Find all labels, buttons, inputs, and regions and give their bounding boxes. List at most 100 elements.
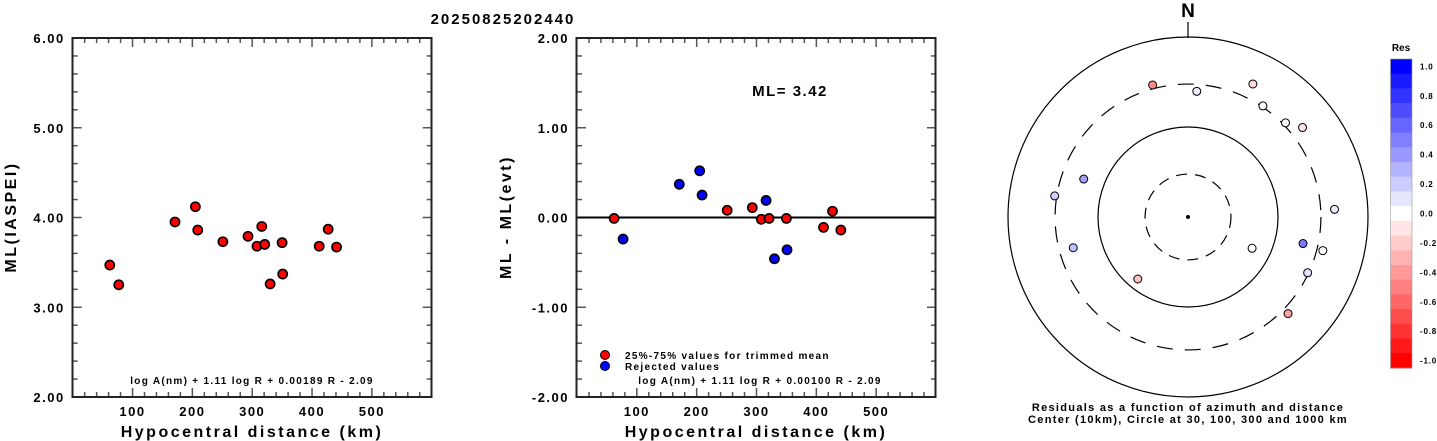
legend-marker-rejected xyxy=(600,361,610,371)
data-point xyxy=(781,212,792,224)
polar-caption-line1: Residuals as a function of azimuth and d… xyxy=(1032,402,1344,414)
data-point xyxy=(169,216,181,228)
p1-frame xyxy=(71,37,433,398)
data-point xyxy=(242,230,254,242)
y-tick-label: -1.00 xyxy=(532,300,569,315)
data-point xyxy=(259,239,271,250)
data-point xyxy=(763,212,775,224)
residual-colorbar: Res 1.0 0.8 0.6 0.4 0.2 0.0 -0.2 -0.4 -0.6 -0.8 -1… xyxy=(1390,43,1437,369)
ml-vs-distance-plot: 100 200 300 400 500 2.00 3.00 4.00 5.00 6.00 log … xyxy=(3,31,433,441)
residual-polar-plot: N Residuals as a function of azimuth and… xyxy=(1007,1,1369,426)
x-tick-label: 300 xyxy=(239,404,265,419)
data-point xyxy=(827,205,838,217)
p1-y-axis-title: ML(IASPEI) xyxy=(3,161,20,272)
x-tick-label: 400 xyxy=(803,404,829,419)
figure-title: 20250825202440 xyxy=(431,11,576,28)
colorbar-band xyxy=(1390,250,1412,266)
y-tick-label: 0.00 xyxy=(538,211,569,226)
colorbar-band xyxy=(1390,353,1412,369)
colorbar-tick-label: 1.0 xyxy=(1420,62,1434,71)
colorbar-tick-label: 0.2 xyxy=(1420,180,1434,189)
colorbar-labels: 1.0 0.8 0.6 0.4 0.2 0.0 -0.2 -0.4 -0.6 -0.8 -1.0 xyxy=(1420,62,1437,366)
y-tick-label: 2.00 xyxy=(33,390,64,405)
colorbar-band xyxy=(1390,338,1412,354)
y-tick-label: 4.00 xyxy=(33,211,64,226)
data-point xyxy=(313,240,325,252)
colorbar-tick-label: -1.0 xyxy=(1420,357,1437,366)
polar-point xyxy=(1281,118,1291,128)
polar-point xyxy=(1283,309,1293,319)
colorbar-band xyxy=(1390,309,1412,325)
polar-point xyxy=(1303,268,1313,278)
x-tick-label: 400 xyxy=(299,404,325,419)
colorbar-tick-label: -0.8 xyxy=(1420,327,1437,336)
data-point xyxy=(217,236,229,248)
data-point xyxy=(818,221,829,233)
center-dot xyxy=(1186,215,1190,219)
colorbar-tick-label: -0.2 xyxy=(1420,239,1437,248)
polar-point xyxy=(1258,101,1268,111)
legend-marker-trimmed xyxy=(600,350,610,360)
data-point xyxy=(256,221,268,232)
range-circles xyxy=(1007,36,1369,398)
data-point xyxy=(835,224,847,236)
data-point xyxy=(694,165,706,177)
data-point xyxy=(192,224,204,236)
p2-formula: log A(nm) + 1.11 log R + 0.00100 R - 2.0… xyxy=(638,376,882,387)
range-circle-30km xyxy=(1144,173,1232,261)
polar-points xyxy=(1050,79,1340,319)
legend-label-trimmed: 25%-75% values for trimmed mean xyxy=(625,351,830,362)
y-tick-label: 3.00 xyxy=(33,300,64,315)
polar-point xyxy=(1318,246,1328,256)
polar-point xyxy=(1330,204,1340,214)
polar-point xyxy=(1148,80,1158,90)
data-point xyxy=(322,223,334,235)
colorbar-tick-label: 0.0 xyxy=(1420,210,1434,219)
polar-point xyxy=(1133,274,1143,284)
polar-point xyxy=(1079,174,1089,184)
colorbar-band xyxy=(1390,117,1412,134)
y-tick-label: 6.00 xyxy=(33,31,64,46)
p1-ticks: 100 200 300 400 500 2.00 3.00 4.00 5.00 6.00 xyxy=(33,31,432,419)
colorbar-band xyxy=(1390,265,1412,281)
range-circle-1000km xyxy=(1007,36,1369,398)
colorbar-tick-label: -0.6 xyxy=(1420,298,1437,307)
p1-formula: log A(nm) + 1.11 log R + 0.00189 R - 2.0… xyxy=(130,376,374,387)
x-tick-label: 500 xyxy=(359,404,385,419)
colorbar-bands xyxy=(1390,58,1413,369)
polar-caption-line2: Center (10km), Circle at 30, 100, 300 an… xyxy=(1028,414,1348,426)
polar-point xyxy=(1050,191,1060,201)
polar-point xyxy=(1192,86,1202,96)
colorbar-band xyxy=(1390,279,1412,295)
colorbar-tick-label: 0.8 xyxy=(1420,92,1434,101)
data-point xyxy=(608,212,620,224)
x-tick-label: 100 xyxy=(624,404,650,419)
colorbar-band xyxy=(1390,132,1412,148)
legend-label-rejected: Rejected values xyxy=(625,362,720,373)
polar-point xyxy=(1247,243,1257,253)
colorbar-band xyxy=(1390,235,1412,251)
y-tick-label: 2.00 xyxy=(538,31,569,46)
x-tick-label: 300 xyxy=(743,404,769,419)
data-point xyxy=(276,237,288,249)
data-point xyxy=(113,279,125,291)
colorbar-band xyxy=(1390,88,1412,104)
data-point xyxy=(673,178,685,190)
colorbar-band xyxy=(1390,147,1412,163)
north-label: N xyxy=(1181,1,1195,22)
range-circle-100km xyxy=(1097,126,1279,308)
colorbar-band xyxy=(1390,103,1412,119)
data-point xyxy=(617,233,629,245)
x-tick-label: 100 xyxy=(119,404,145,419)
colorbar-tick-label: -0.4 xyxy=(1420,268,1437,277)
data-point xyxy=(264,278,276,290)
colorbar-band xyxy=(1390,220,1412,237)
ml-annotation: ML= 3.42 xyxy=(752,83,828,100)
colorbar-title: Res xyxy=(1392,43,1411,54)
polar-point xyxy=(1068,243,1078,253)
colorbar-frame xyxy=(1390,58,1413,369)
p2-legend: 25%-75% values for trimmed mean Rejected… xyxy=(600,350,830,373)
data-point xyxy=(746,202,758,214)
p1-points xyxy=(104,201,342,291)
y-tick-label: 1.00 xyxy=(538,121,569,136)
